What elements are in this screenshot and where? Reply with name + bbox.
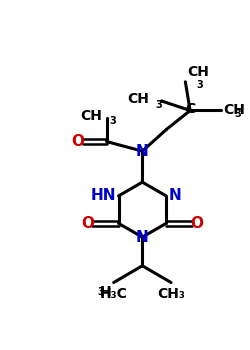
Text: N: N [136, 230, 149, 245]
Text: N: N [136, 144, 149, 159]
Text: N: N [168, 188, 181, 203]
Text: H₃C: H₃C [100, 287, 128, 301]
Text: 3: 3 [196, 80, 203, 90]
Text: CH: CH [224, 104, 246, 118]
Text: 3: 3 [234, 109, 241, 119]
Text: 3: 3 [109, 116, 116, 126]
Text: CH₃: CH₃ [157, 287, 185, 301]
Text: HN: HN [91, 188, 116, 203]
Text: C: C [185, 102, 195, 116]
Text: O: O [191, 216, 204, 231]
Text: O: O [81, 216, 94, 231]
Text: CH: CH [128, 92, 150, 106]
Text: 3: 3 [97, 287, 104, 297]
Text: 3: 3 [156, 99, 162, 110]
Text: H: H [100, 285, 111, 299]
Text: CH: CH [80, 110, 102, 124]
Text: CH: CH [188, 65, 210, 79]
Text: O: O [71, 134, 84, 149]
